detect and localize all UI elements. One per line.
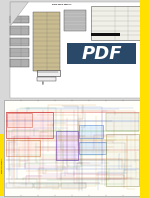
Bar [10,37,29,46]
Bar [10,26,29,35]
Bar [56,131,78,160]
Bar [7,113,32,127]
Bar [10,59,29,67]
Bar [140,0,149,198]
Bar [6,111,53,138]
Bar [79,125,103,138]
Polygon shape [10,2,28,26]
Bar [10,2,145,98]
Bar [64,10,86,31]
Bar [37,70,60,76]
Bar [91,6,145,40]
Bar [91,33,120,36]
Bar [0,134,4,196]
Bar [34,183,59,188]
Bar [10,16,29,23]
Bar [79,142,106,154]
Text: 325C FM & 325C LL: 325C FM & 325C LL [52,4,71,5]
Bar [61,183,86,188]
Bar [4,100,140,196]
Text: PDF: PDF [81,45,122,63]
Bar [6,183,33,188]
Bar [10,48,29,57]
Bar [106,134,139,187]
Bar [6,140,40,156]
Text: 325C FM & 325C LL: 325C FM & 325C LL [2,158,3,173]
Bar [33,12,60,71]
Bar [67,43,136,64]
Bar [37,77,56,81]
Bar [106,113,139,131]
